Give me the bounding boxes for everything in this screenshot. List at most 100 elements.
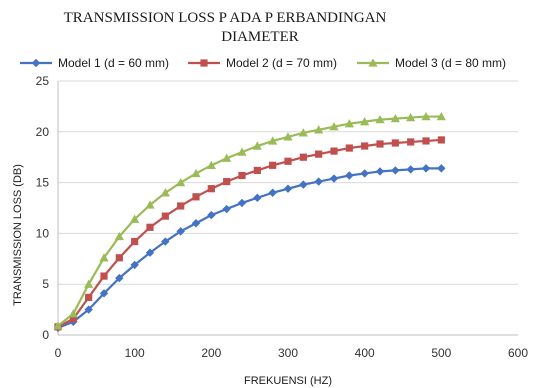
data-point [191, 168, 201, 178]
legend-marker [368, 58, 378, 67]
chart-title: TRANSMISSION LOSS P ADA P ERBANDINGAN DI… [64, 10, 387, 45]
data-point [191, 219, 201, 228]
data-point [192, 193, 200, 201]
data-point [238, 171, 246, 180]
legend-item-2: Model 2 (d = 70 mm) [188, 56, 337, 70]
data-point [207, 210, 216, 220]
data-point [114, 231, 124, 241]
y-tick-label: 15 [36, 176, 50, 190]
x-tick-label: 400 [355, 346, 375, 360]
legend-marker [200, 59, 208, 67]
data-point [223, 177, 231, 186]
data-point [237, 198, 247, 208]
data-point [160, 188, 170, 197]
data-point [161, 212, 169, 220]
data-point [345, 171, 354, 180]
legend-marker [31, 58, 41, 68]
x-tick-label: 0 [55, 346, 62, 360]
legend-label: Model 1 (d = 60 mm) [58, 56, 169, 70]
legend-label: Model 3 (d = 80 mm) [395, 56, 506, 70]
data-point [299, 180, 308, 189]
data-point [115, 254, 123, 262]
data-point [99, 253, 109, 262]
data-point [222, 153, 232, 162]
data-point [436, 111, 446, 121]
data-point [314, 125, 324, 134]
axes [57, 81, 518, 336]
data-point [161, 237, 170, 246]
data-point [422, 137, 430, 145]
data-point [375, 115, 385, 124]
x-tick-label: 200 [201, 346, 221, 360]
data-point [176, 178, 186, 187]
data-point [437, 136, 445, 144]
legend-item-1: Model 1 (d = 60 mm) [20, 56, 169, 70]
data-point [130, 214, 140, 223]
data-point [252, 141, 262, 150]
data-point [130, 260, 139, 270]
data-point [344, 119, 354, 128]
data-point [269, 161, 277, 169]
data-point [329, 174, 339, 183]
data-point [421, 164, 431, 173]
data-point [100, 272, 108, 280]
data-point [345, 144, 353, 152]
data-point [68, 309, 78, 318]
data-point [99, 289, 109, 298]
data-point [330, 147, 338, 155]
data-point [222, 204, 231, 214]
data-point [85, 293, 93, 302]
data-point [176, 227, 185, 236]
data-point [84, 305, 93, 314]
data-point [407, 138, 415, 146]
series-group [53, 111, 446, 333]
data-point [315, 150, 323, 158]
series-3 [53, 111, 446, 330]
data-point [237, 147, 247, 156]
data-point [69, 315, 77, 323]
x-axis-label: FREKUENSI (HZ) [244, 375, 332, 387]
legend: Model 1 (d = 60 mm) Model 2 (d = 70 mm) Mo… [20, 56, 506, 70]
data-point [284, 157, 292, 165]
y-tick-label: 20 [36, 125, 50, 139]
data-point [283, 132, 293, 141]
data-point [406, 112, 416, 122]
data-point [253, 193, 262, 203]
legend-item-3: Model 3 (d = 80 mm) [357, 56, 506, 70]
data-point [376, 140, 384, 148]
data-point [360, 117, 370, 126]
data-point [390, 113, 400, 123]
data-point [131, 237, 139, 246]
data-point [329, 122, 339, 131]
x-tick-label: 500 [431, 346, 451, 360]
data-point [421, 111, 431, 121]
data-point [314, 177, 323, 186]
y-tick-label: 5 [42, 277, 49, 291]
data-point [146, 223, 154, 231]
data-point [177, 202, 185, 210]
data-point [283, 184, 293, 193]
y-axis-label: TRANSMISSION LOSS (DB) [12, 164, 24, 306]
data-point [299, 153, 307, 161]
x-tick-label: 100 [125, 346, 145, 360]
x-tick-label: 600 [508, 346, 528, 360]
x-tick-label: 300 [278, 346, 298, 360]
data-point [84, 279, 94, 288]
data-point [145, 200, 155, 209]
data-point [115, 273, 124, 283]
data-point [437, 164, 446, 173]
y-tick-label: 0 [42, 328, 49, 342]
data-point [391, 166, 400, 175]
data-point [361, 142, 369, 150]
y-tick-label: 25 [36, 74, 50, 88]
data-point [206, 160, 216, 170]
data-point [207, 185, 215, 193]
data-point [268, 136, 278, 145]
chart-title-line-2: DIAMETER [221, 29, 299, 45]
data-point [268, 188, 277, 197]
chart-title-line-1: TRANSMISSION LOSS P ADA P ERBANDINGAN [64, 10, 387, 26]
data-point [406, 165, 415, 174]
data-point [298, 128, 308, 137]
legend-label: Model 2 (d = 70 mm) [226, 56, 337, 70]
